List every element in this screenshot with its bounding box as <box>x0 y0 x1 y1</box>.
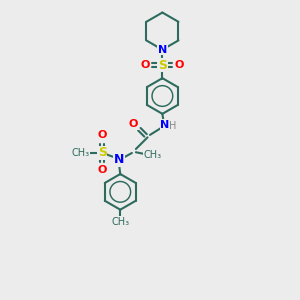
Text: S: S <box>98 146 107 159</box>
Text: O: O <box>141 60 150 70</box>
Text: CH₃: CH₃ <box>144 150 162 161</box>
Text: N: N <box>160 120 170 130</box>
Text: N: N <box>114 153 124 166</box>
Text: CH₃: CH₃ <box>72 148 90 158</box>
Text: O: O <box>175 60 184 70</box>
Text: O: O <box>97 165 106 175</box>
Text: O: O <box>129 119 138 129</box>
Text: S: S <box>158 58 167 71</box>
Text: N: N <box>158 45 167 55</box>
Text: H: H <box>169 121 176 131</box>
Text: O: O <box>97 130 106 140</box>
Text: CH₃: CH₃ <box>111 217 129 226</box>
